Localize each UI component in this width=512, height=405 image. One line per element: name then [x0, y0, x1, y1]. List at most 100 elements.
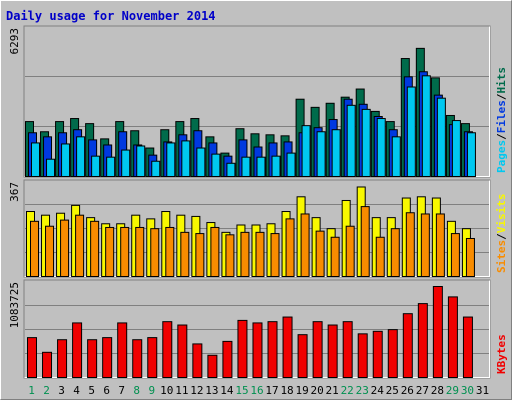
bar-sites-day-24: [375, 236, 385, 277]
x-tick-label-day-13: 13: [205, 384, 218, 397]
bar-sites-day-7: [120, 226, 130, 277]
legend-item-separator: /: [495, 93, 508, 100]
bar-pages-day-21: [331, 129, 341, 178]
x-tick-label-day-29: 29: [446, 384, 459, 397]
bar-pages-day-6: [106, 156, 116, 177]
bar-sites-day-2: [45, 225, 55, 278]
bar-sites-day-17: [270, 233, 280, 278]
bar-pages-day-10: [166, 142, 176, 178]
bar-kbytes-day-27: [417, 303, 428, 379]
bar-sites-day-6: [105, 226, 115, 277]
bar-sites-day-3: [60, 219, 70, 277]
bar-kbytes-day-26: [402, 313, 413, 379]
legend-item-separator: /: [495, 233, 508, 240]
bar-kbytes-day-2: [42, 351, 53, 379]
bar-pages-day-12: [196, 147, 206, 177]
x-tick-label-day-8: 8: [133, 384, 140, 397]
bar-pages-day-20: [316, 131, 326, 177]
bar-kbytes-day-17: [267, 321, 278, 378]
x-tick-label-day-18: 18: [280, 384, 293, 397]
bar-kbytes-day-24: [372, 330, 383, 379]
x-tick-label-day-17: 17: [265, 384, 278, 397]
x-tick-label-day-12: 12: [190, 384, 203, 397]
bar-kbytes-day-28: [432, 286, 443, 378]
bar-kbytes-day-9: [147, 337, 158, 378]
bar-kbytes-day-30: [462, 316, 473, 379]
x-tick-label-day-5: 5: [88, 384, 95, 397]
bar-pages-day-29: [451, 120, 461, 177]
bar-sites-day-20: [315, 230, 325, 278]
bar-pages-day-13: [211, 153, 221, 177]
bar-sites-day-8: [135, 226, 145, 277]
bar-kbytes-day-12: [192, 343, 203, 378]
bar-sites-day-30: [465, 237, 475, 278]
bar-pages-day-19: [301, 125, 311, 177]
x-tick-label-day-6: 6: [103, 384, 110, 397]
x-tick-label-day-2: 2: [43, 384, 50, 397]
x-tick-label-day-11: 11: [175, 384, 188, 397]
bar-pages-day-4: [76, 136, 86, 177]
bar-sites-day-14: [225, 234, 235, 277]
x-tick-label-day-15: 15: [235, 384, 248, 397]
x-tick-label-day-7: 7: [118, 384, 125, 397]
bar-kbytes-day-29: [447, 296, 458, 378]
x-tick-label-day-26: 26: [401, 384, 414, 397]
bar-sites-day-1: [30, 220, 39, 278]
bar-sites-day-9: [150, 228, 160, 278]
bar-pages-day-7: [121, 149, 131, 177]
bar-pages-day-15: [241, 156, 251, 177]
bar-pages-day-3: [61, 143, 71, 177]
bar-kbytes-day-18: [282, 316, 293, 379]
bar-kbytes-day-3: [57, 339, 68, 378]
bar-sites-day-25: [390, 228, 400, 278]
bar-kbytes-day-20: [312, 321, 323, 378]
bar-sites-day-22: [345, 225, 355, 278]
bar-kbytes-day-14: [222, 340, 233, 379]
bar-kbytes-day-23: [357, 333, 368, 378]
x-tick-label-day-28: 28: [431, 384, 444, 397]
x-tick-label-day-19: 19: [295, 384, 308, 397]
x-tick-label-day-14: 14: [220, 384, 234, 397]
x-tick-label-day-10: 10: [160, 384, 173, 397]
max-label-hits-files-pages: 6293: [8, 28, 21, 55]
bar-sites-day-26: [405, 212, 415, 277]
bar-pages-day-26: [406, 86, 416, 177]
legend-item-files: Files: [495, 100, 508, 133]
x-tick-label-day-23: 23: [356, 384, 369, 397]
bar-kbytes-day-15: [237, 319, 248, 378]
bar-pages-day-25: [391, 136, 401, 177]
bar-pages-day-18: [286, 152, 296, 178]
bar-sites-day-28: [435, 213, 445, 278]
bar-sites-day-4: [75, 214, 85, 277]
bar-pages-day-11: [181, 140, 191, 177]
bar-kbytes-day-13: [207, 354, 218, 379]
bar-kbytes-day-22: [342, 321, 353, 378]
bar-pages-day-22: [346, 104, 356, 177]
bar-sites-day-11: [180, 231, 190, 277]
bar-sites-day-16: [255, 231, 265, 277]
max-label-visits-sites: 367: [8, 182, 21, 202]
bar-pages-day-28: [436, 97, 446, 177]
x-tick-label-day-22: 22: [341, 384, 354, 397]
bar-sites-day-15: [240, 231, 250, 277]
x-tick-label-day-9: 9: [148, 384, 155, 397]
bar-kbytes-day-7: [117, 322, 128, 379]
bar-sites-day-13: [210, 226, 220, 277]
bar-kbytes-day-1: [27, 337, 37, 378]
x-tick-label-day-24: 24: [371, 384, 385, 397]
bar-kbytes-day-11: [177, 324, 188, 379]
x-tick-label-day-30: 30: [461, 384, 474, 397]
bar-pages-day-17: [271, 155, 281, 178]
bar-kbytes-day-6: [102, 337, 113, 378]
legend-item-visits: Visits: [495, 194, 508, 234]
x-tick-label-day-31: 31: [476, 384, 489, 397]
bars-layer: [25, 47, 476, 379]
legend-item-pages: Pages: [495, 140, 508, 173]
bar-kbytes-day-21: [327, 324, 338, 379]
bar-pages-day-27: [421, 75, 431, 177]
bar-sites-day-19: [300, 213, 310, 278]
x-tick-label-day-20: 20: [311, 384, 324, 397]
x-tick-label-day-4: 4: [73, 384, 80, 397]
